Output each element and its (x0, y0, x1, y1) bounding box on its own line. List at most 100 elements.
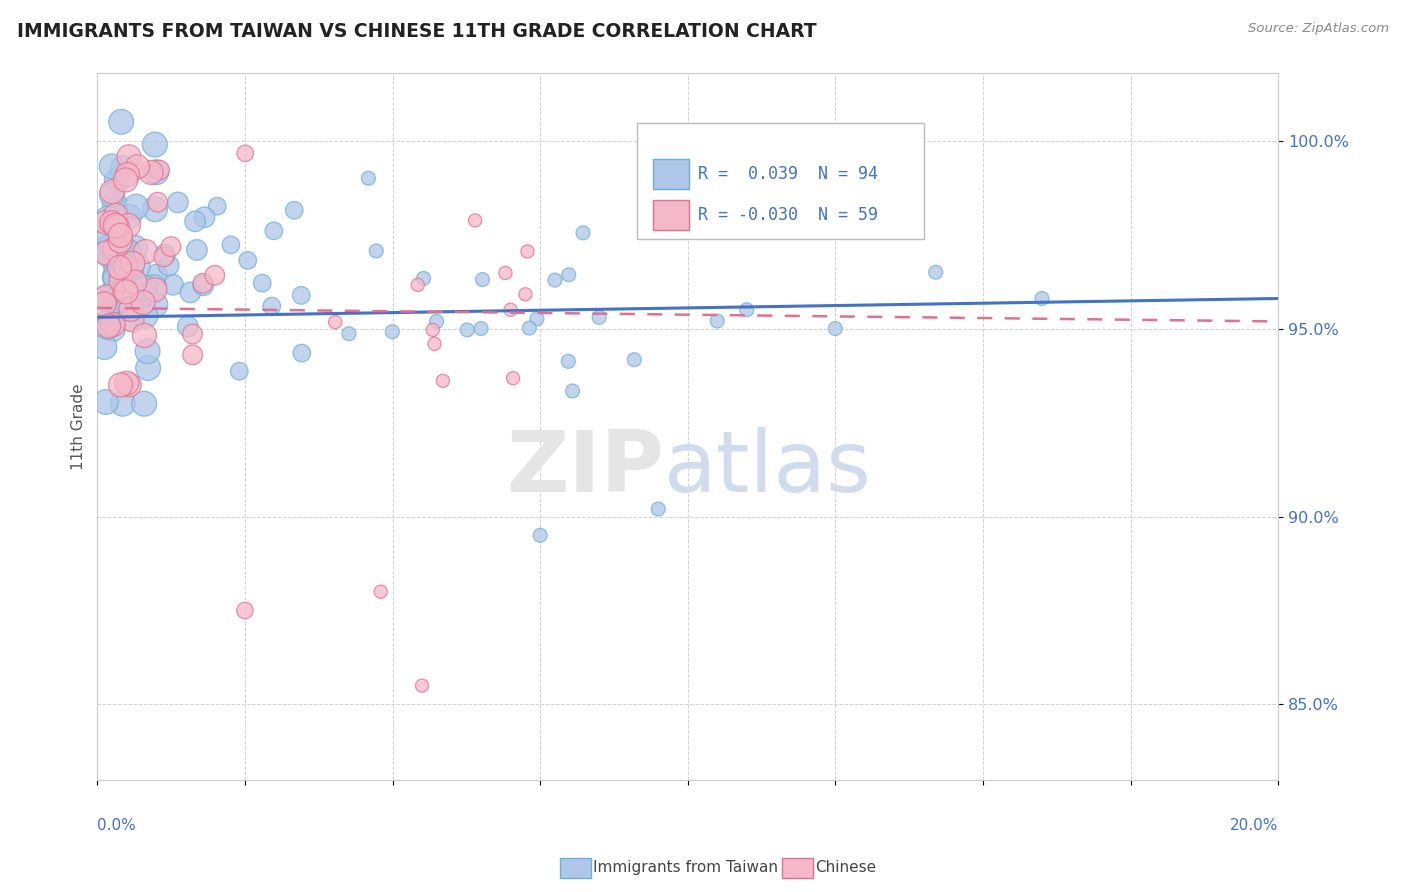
Point (544, 273, 567, 287)
Point (143, 137, 166, 152)
Point (98, 230, 121, 244)
Point (291, 346, 314, 360)
Point (103, 300, 125, 314)
Point (101, 318, 124, 332)
Point (112, 265, 135, 279)
Point (104, 219, 127, 233)
Point (121, 313, 143, 327)
Point (134, 281, 156, 295)
Point (96, 319, 118, 334)
Point (127, 160, 149, 174)
Point (529, 528, 551, 542)
Point (110, 273, 132, 287)
Point (337, 326, 360, 341)
Point (112, 301, 135, 315)
Point (228, 364, 250, 378)
Point (101, 286, 124, 301)
Point (411, 679, 433, 693)
Point (153, 247, 176, 261)
Point (502, 371, 524, 385)
Point (422, 323, 444, 337)
Point (134, 309, 156, 323)
Point (456, 323, 478, 337)
Point (236, 253, 259, 268)
Point (494, 266, 516, 280)
Point (181, 348, 204, 362)
Point (110, 245, 132, 260)
Point (252, 276, 274, 290)
Point (111, 397, 134, 411)
Point (105, 173, 128, 187)
Point (97, 319, 120, 334)
Point (167, 195, 190, 210)
Point (153, 250, 176, 264)
Point (132, 295, 155, 310)
Point (110, 228, 132, 243)
Point (207, 199, 229, 213)
Point (108, 260, 131, 275)
Point (111, 161, 134, 175)
Point (204, 268, 226, 283)
Point (114, 267, 136, 281)
Point (647, 502, 669, 516)
Point (120, 302, 142, 317)
Point (181, 326, 204, 341)
Point (572, 226, 595, 240)
Point (127, 260, 149, 274)
Point (104, 259, 127, 273)
Point (117, 168, 139, 182)
Point (191, 277, 214, 291)
Text: Immigrants from Taiwan: Immigrants from Taiwan (593, 860, 779, 874)
Point (146, 268, 169, 282)
Point (143, 202, 166, 217)
Point (125, 200, 148, 214)
Point (101, 185, 124, 199)
Point (323, 315, 346, 329)
Point (108, 234, 131, 248)
Point (143, 297, 166, 311)
Point (96, 243, 118, 257)
Point (104, 293, 127, 308)
Point (193, 211, 215, 225)
Point (499, 302, 522, 317)
Point (121, 256, 143, 270)
Point (706, 314, 728, 328)
Point (233, 603, 256, 617)
Point (105, 219, 128, 234)
Point (101, 322, 124, 336)
Text: R =  0.039  N = 94: R = 0.039 N = 94 (697, 165, 877, 183)
Point (146, 195, 169, 210)
Point (464, 213, 486, 227)
Point (263, 224, 285, 238)
Point (623, 352, 645, 367)
Point (134, 328, 156, 343)
Point (824, 321, 846, 335)
Point (735, 302, 758, 317)
Point (110, 115, 132, 129)
Point (179, 285, 201, 300)
Point (526, 311, 548, 326)
Point (111, 268, 134, 282)
Point (517, 321, 540, 335)
Point (131, 287, 153, 301)
Point (366, 244, 388, 258)
Point (134, 397, 156, 411)
Y-axis label: 11th Grade: 11th Grade (72, 383, 86, 469)
Point (114, 260, 136, 274)
Point (94, 246, 117, 260)
Point (104, 270, 127, 285)
Point (432, 374, 454, 388)
Point (471, 272, 494, 286)
Point (136, 344, 159, 359)
Point (104, 197, 127, 211)
Point (94, 241, 117, 255)
Point (145, 165, 167, 179)
Text: Chinese: Chinese (815, 860, 876, 874)
Point (426, 314, 449, 328)
Point (157, 259, 180, 273)
Point (114, 282, 136, 296)
Point (557, 354, 579, 368)
Point (104, 209, 127, 223)
Text: 20.0%: 20.0% (1230, 819, 1278, 833)
Point (94, 292, 117, 306)
